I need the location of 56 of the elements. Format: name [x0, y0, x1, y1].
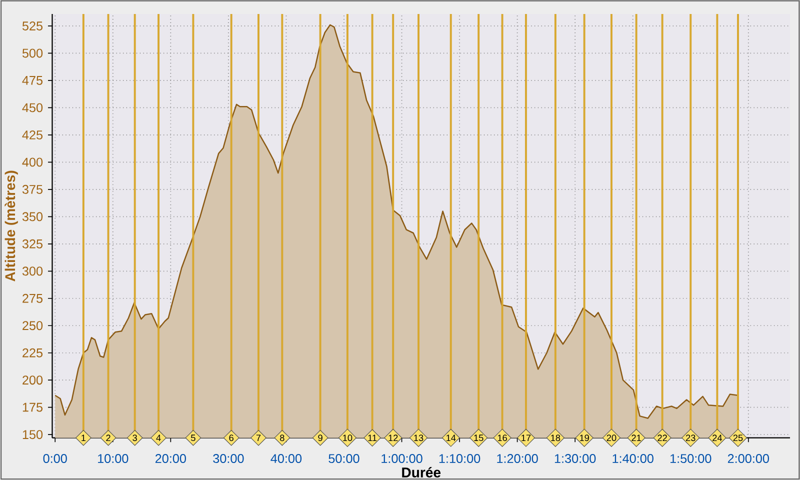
annotation: 12 [388, 434, 398, 441]
x-tick-label: 1:50:00 [670, 454, 712, 463]
x-tick-label: 1:30:00 [554, 454, 596, 463]
annotation: 15 [474, 434, 484, 441]
x-tick-label: 2:00:00 [728, 454, 770, 463]
annotation: 19 [580, 434, 589, 442]
annotation: 3 [132, 434, 137, 442]
y-tick-label: 325 [22, 239, 43, 248]
x-tick-label: 10:00 [98, 454, 128, 463]
annotation: 7 [256, 434, 261, 441]
annotation: 5 [191, 434, 196, 441]
y-tick-label: 450 [22, 103, 43, 112]
x-tick-label: 0:00 [43, 454, 67, 463]
y-tick-label: 225 [22, 348, 43, 358]
annotation: 13 [414, 434, 424, 442]
y-tick-label: 400 [22, 158, 43, 167]
annotation: 24 [712, 434, 722, 441]
annotation: 14 [446, 434, 456, 441]
y-tick-label: 175 [22, 402, 43, 412]
annotation: 8 [280, 434, 284, 442]
y-tick-label: 200 [22, 376, 43, 385]
y-tick-label: 300 [22, 266, 43, 276]
x-axis-title: Durée [402, 466, 441, 478]
annotation: 23 [686, 434, 696, 442]
annotation: 18 [551, 434, 560, 442]
annotation: 11 [368, 434, 377, 441]
annotation: 2 [106, 434, 110, 441]
y-tick-label: 500 [22, 48, 43, 58]
annotation: 20 [606, 434, 616, 442]
x-tick-label: 1:10:00 [439, 454, 480, 463]
x-tick-label: 1:40:00 [612, 454, 654, 463]
annotation: 16 [498, 434, 507, 442]
annotation: 9 [318, 434, 322, 442]
annotation: 25 [733, 434, 743, 442]
y-axis-title: Altitude (mètres) [4, 170, 18, 282]
y-tick-label: 350 [22, 212, 43, 222]
annotation: 4 [156, 434, 161, 441]
y-tick-label: 475 [22, 76, 43, 85]
x-tick-label: 1:00:00 [382, 454, 422, 463]
x-tick-label: 20:00 [155, 454, 186, 463]
annotation: 1 [82, 434, 86, 441]
y-tick-label: 525 [22, 21, 43, 30]
annotation: 22 [658, 434, 667, 441]
x-tick-label: 30:00 [213, 454, 244, 463]
y-tick-label: 275 [22, 294, 43, 303]
x-tick-label: 1:20:00 [497, 454, 538, 463]
annotation: 6 [229, 434, 234, 442]
x-tick-label: 40:00 [270, 454, 302, 463]
y-tick-label: 250 [22, 321, 43, 330]
x-tick-label: 50:00 [328, 454, 360, 463]
y-tick-label: 425 [22, 130, 43, 140]
annotation: 10 [343, 434, 352, 442]
y-tick-label: 375 [22, 184, 43, 194]
annotation: 21 [632, 434, 641, 441]
y-tick-label: 150 [22, 430, 43, 439]
annotation: 17 [522, 434, 531, 441]
